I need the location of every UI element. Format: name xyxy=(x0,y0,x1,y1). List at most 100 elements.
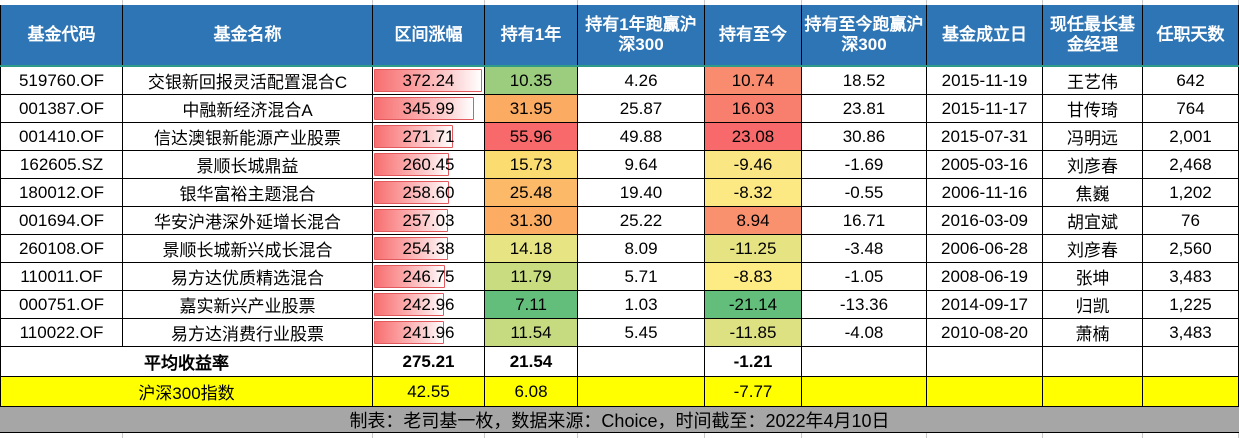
cell-fund-code[interactable]: 001387.OF xyxy=(0,95,123,123)
cell-hold-now[interactable]: 23.08 xyxy=(705,123,802,151)
cell-hold-1y[interactable]: 11.79 xyxy=(485,263,578,291)
cell-beat-1y[interactable]: 9.64 xyxy=(578,151,705,179)
cell-fund-name[interactable]: 景顺长城新兴成长混合 xyxy=(123,235,373,263)
cell-inception-date[interactable]: 2014-09-17 xyxy=(927,291,1043,319)
cell-tenure-days[interactable]: 2,560 xyxy=(1143,235,1239,263)
cell-tenure-days[interactable]: 642 xyxy=(1143,67,1239,95)
cell-hold-1y[interactable]: 10.35 xyxy=(485,67,578,95)
cell-fund-code[interactable]: 110011.OF xyxy=(0,263,123,291)
cell-fund-name[interactable]: 银华富裕主题混合 xyxy=(123,179,373,207)
header-manager[interactable]: 现任最长基金经理 xyxy=(1043,5,1143,65)
cell-tenure-days[interactable]: 3,483 xyxy=(1143,319,1239,347)
cell-inception-date[interactable]: 2010-08-20 xyxy=(927,319,1043,347)
header-inception-date[interactable]: 基金成立日 xyxy=(927,5,1043,65)
cell-average-label[interactable]: 平均收益率 xyxy=(0,347,373,377)
cell-fund-code[interactable]: 110022.OF xyxy=(0,319,123,347)
cell-manager[interactable]: 归凯 xyxy=(1043,291,1143,319)
cell-hold-now[interactable]: -8.83 xyxy=(705,263,802,291)
cell-tenure-days[interactable]: 764 xyxy=(1143,95,1239,123)
cell-fund-name[interactable]: 景顺长城鼎益 xyxy=(123,151,373,179)
cell-inception-date[interactable]: 2015-11-17 xyxy=(927,95,1043,123)
cell-manager[interactable]: 焦巍 xyxy=(1043,179,1143,207)
cell-hold-now[interactable]: -8.32 xyxy=(705,179,802,207)
cell-hold-1y[interactable]: 7.11 xyxy=(485,291,578,319)
cell-beat-now[interactable]: -3.48 xyxy=(802,235,927,263)
cell-range-gain[interactable]: 257.03 xyxy=(373,207,485,235)
cell-beat-1y[interactable]: 49.88 xyxy=(578,123,705,151)
cell-beat-now[interactable]: 30.86 xyxy=(802,123,927,151)
cell-range-gain[interactable]: 372.24 xyxy=(373,67,485,95)
cell-hold-now[interactable]: 10.74 xyxy=(705,67,802,95)
cell-hold-1y[interactable]: 15.73 xyxy=(485,151,578,179)
footer-source-note[interactable]: 制表：老司基一枚，数据来源：Choice，时间截至：2022年4月10日 xyxy=(0,407,1239,433)
header-beat-1y[interactable]: 持有1年跑赢沪深300 xyxy=(578,5,705,65)
cell-range-gain[interactable]: 241.96 xyxy=(373,319,485,347)
cell-range-gain[interactable]: 242.96 xyxy=(373,291,485,319)
header-beat-now[interactable]: 持有至今跑赢沪深300 xyxy=(802,5,927,65)
cell-average-hold-1y[interactable]: 21.54 xyxy=(485,347,578,377)
cell-hold-1y[interactable]: 55.96 xyxy=(485,123,578,151)
cell-tenure-days[interactable]: 2,001 xyxy=(1143,123,1239,151)
cell-manager[interactable]: 张坤 xyxy=(1043,263,1143,291)
cell-beat-1y[interactable]: 4.26 xyxy=(578,67,705,95)
cell-range-gain[interactable]: 258.60 xyxy=(373,179,485,207)
cell-hold-1y[interactable]: 31.95 xyxy=(485,95,578,123)
cell-inception-date[interactable]: 2006-11-16 xyxy=(927,179,1043,207)
cell-manager[interactable]: 胡宜斌 xyxy=(1043,207,1143,235)
cell-beat-now[interactable]: -1.69 xyxy=(802,151,927,179)
cell-fund-name[interactable]: 信达澳银新能源产业股票 xyxy=(123,123,373,151)
cell-range-gain[interactable]: 345.99 xyxy=(373,95,485,123)
cell-inception-date[interactable]: 2016-03-09 xyxy=(927,207,1043,235)
cell-hold-now[interactable]: -11.85 xyxy=(705,319,802,347)
cell-index-range-gain[interactable]: 42.55 xyxy=(373,377,485,407)
cell-beat-1y[interactable]: 1.03 xyxy=(578,291,705,319)
cell-fund-name[interactable]: 华安沪港深外延增长混合 xyxy=(123,207,373,235)
cell-beat-1y[interactable]: 8.09 xyxy=(578,235,705,263)
cell-index-hold-now[interactable]: -7.77 xyxy=(705,377,802,407)
cell-tenure-days[interactable]: 2,468 xyxy=(1143,151,1239,179)
cell-fund-name[interactable]: 中融新经济混合A xyxy=(123,95,373,123)
cell-inception-date[interactable]: 2015-07-31 xyxy=(927,123,1043,151)
cell-index-hold-1y[interactable]: 6.08 xyxy=(485,377,578,407)
cell-manager[interactable]: 刘彦春 xyxy=(1043,151,1143,179)
cell-index-days[interactable] xyxy=(1143,377,1239,407)
cell-hold-now[interactable]: -9.46 xyxy=(705,151,802,179)
header-fund-code[interactable]: 基金代码 xyxy=(0,5,123,65)
cell-inception-date[interactable]: 2005-03-16 xyxy=(927,151,1043,179)
cell-manager[interactable]: 冯明远 xyxy=(1043,123,1143,151)
cell-range-gain[interactable]: 246.75 xyxy=(373,263,485,291)
cell-fund-code[interactable]: 519760.OF xyxy=(0,67,123,95)
cell-range-gain[interactable]: 271.71 xyxy=(373,123,485,151)
cell-index-beat-now[interactable] xyxy=(802,377,927,407)
cell-average-inception[interactable] xyxy=(927,347,1043,377)
cell-beat-1y[interactable]: 25.22 xyxy=(578,207,705,235)
cell-index-inception[interactable] xyxy=(927,377,1043,407)
cell-fund-name[interactable]: 易方达消费行业股票 xyxy=(123,319,373,347)
header-hold-now[interactable]: 持有至今 xyxy=(705,5,802,65)
cell-average-range-gain[interactable]: 275.21 xyxy=(373,347,485,377)
cell-fund-code[interactable]: 001694.OF xyxy=(0,207,123,235)
cell-manager[interactable]: 刘彦春 xyxy=(1043,235,1143,263)
cell-hold-1y[interactable]: 31.30 xyxy=(485,207,578,235)
cell-index-manager[interactable] xyxy=(1043,377,1143,407)
cell-average-beat-1y[interactable] xyxy=(578,347,705,377)
cell-hold-now[interactable]: -11.25 xyxy=(705,235,802,263)
cell-manager[interactable]: 萧楠 xyxy=(1043,319,1143,347)
cell-beat-1y[interactable]: 19.40 xyxy=(578,179,705,207)
cell-fund-code[interactable]: 260108.OF xyxy=(0,235,123,263)
cell-inception-date[interactable]: 2006-06-28 xyxy=(927,235,1043,263)
cell-hold-1y[interactable]: 11.54 xyxy=(485,319,578,347)
cell-beat-now[interactable]: -0.55 xyxy=(802,179,927,207)
header-hold-1y[interactable]: 持有1年 xyxy=(485,5,578,65)
cell-range-gain[interactable]: 260.45 xyxy=(373,151,485,179)
cell-beat-now[interactable]: -4.08 xyxy=(802,319,927,347)
cell-beat-now[interactable]: -1.05 xyxy=(802,263,927,291)
cell-fund-name[interactable]: 嘉实新兴产业股票 xyxy=(123,291,373,319)
cell-range-gain[interactable]: 254.38 xyxy=(373,235,485,263)
cell-tenure-days[interactable]: 1,202 xyxy=(1143,179,1239,207)
cell-hold-now[interactable]: 8.94 xyxy=(705,207,802,235)
cell-beat-now[interactable]: -13.36 xyxy=(802,291,927,319)
header-fund-name[interactable]: 基金名称 xyxy=(123,5,373,65)
cell-tenure-days[interactable]: 76 xyxy=(1143,207,1239,235)
cell-fund-code[interactable]: 180012.OF xyxy=(0,179,123,207)
